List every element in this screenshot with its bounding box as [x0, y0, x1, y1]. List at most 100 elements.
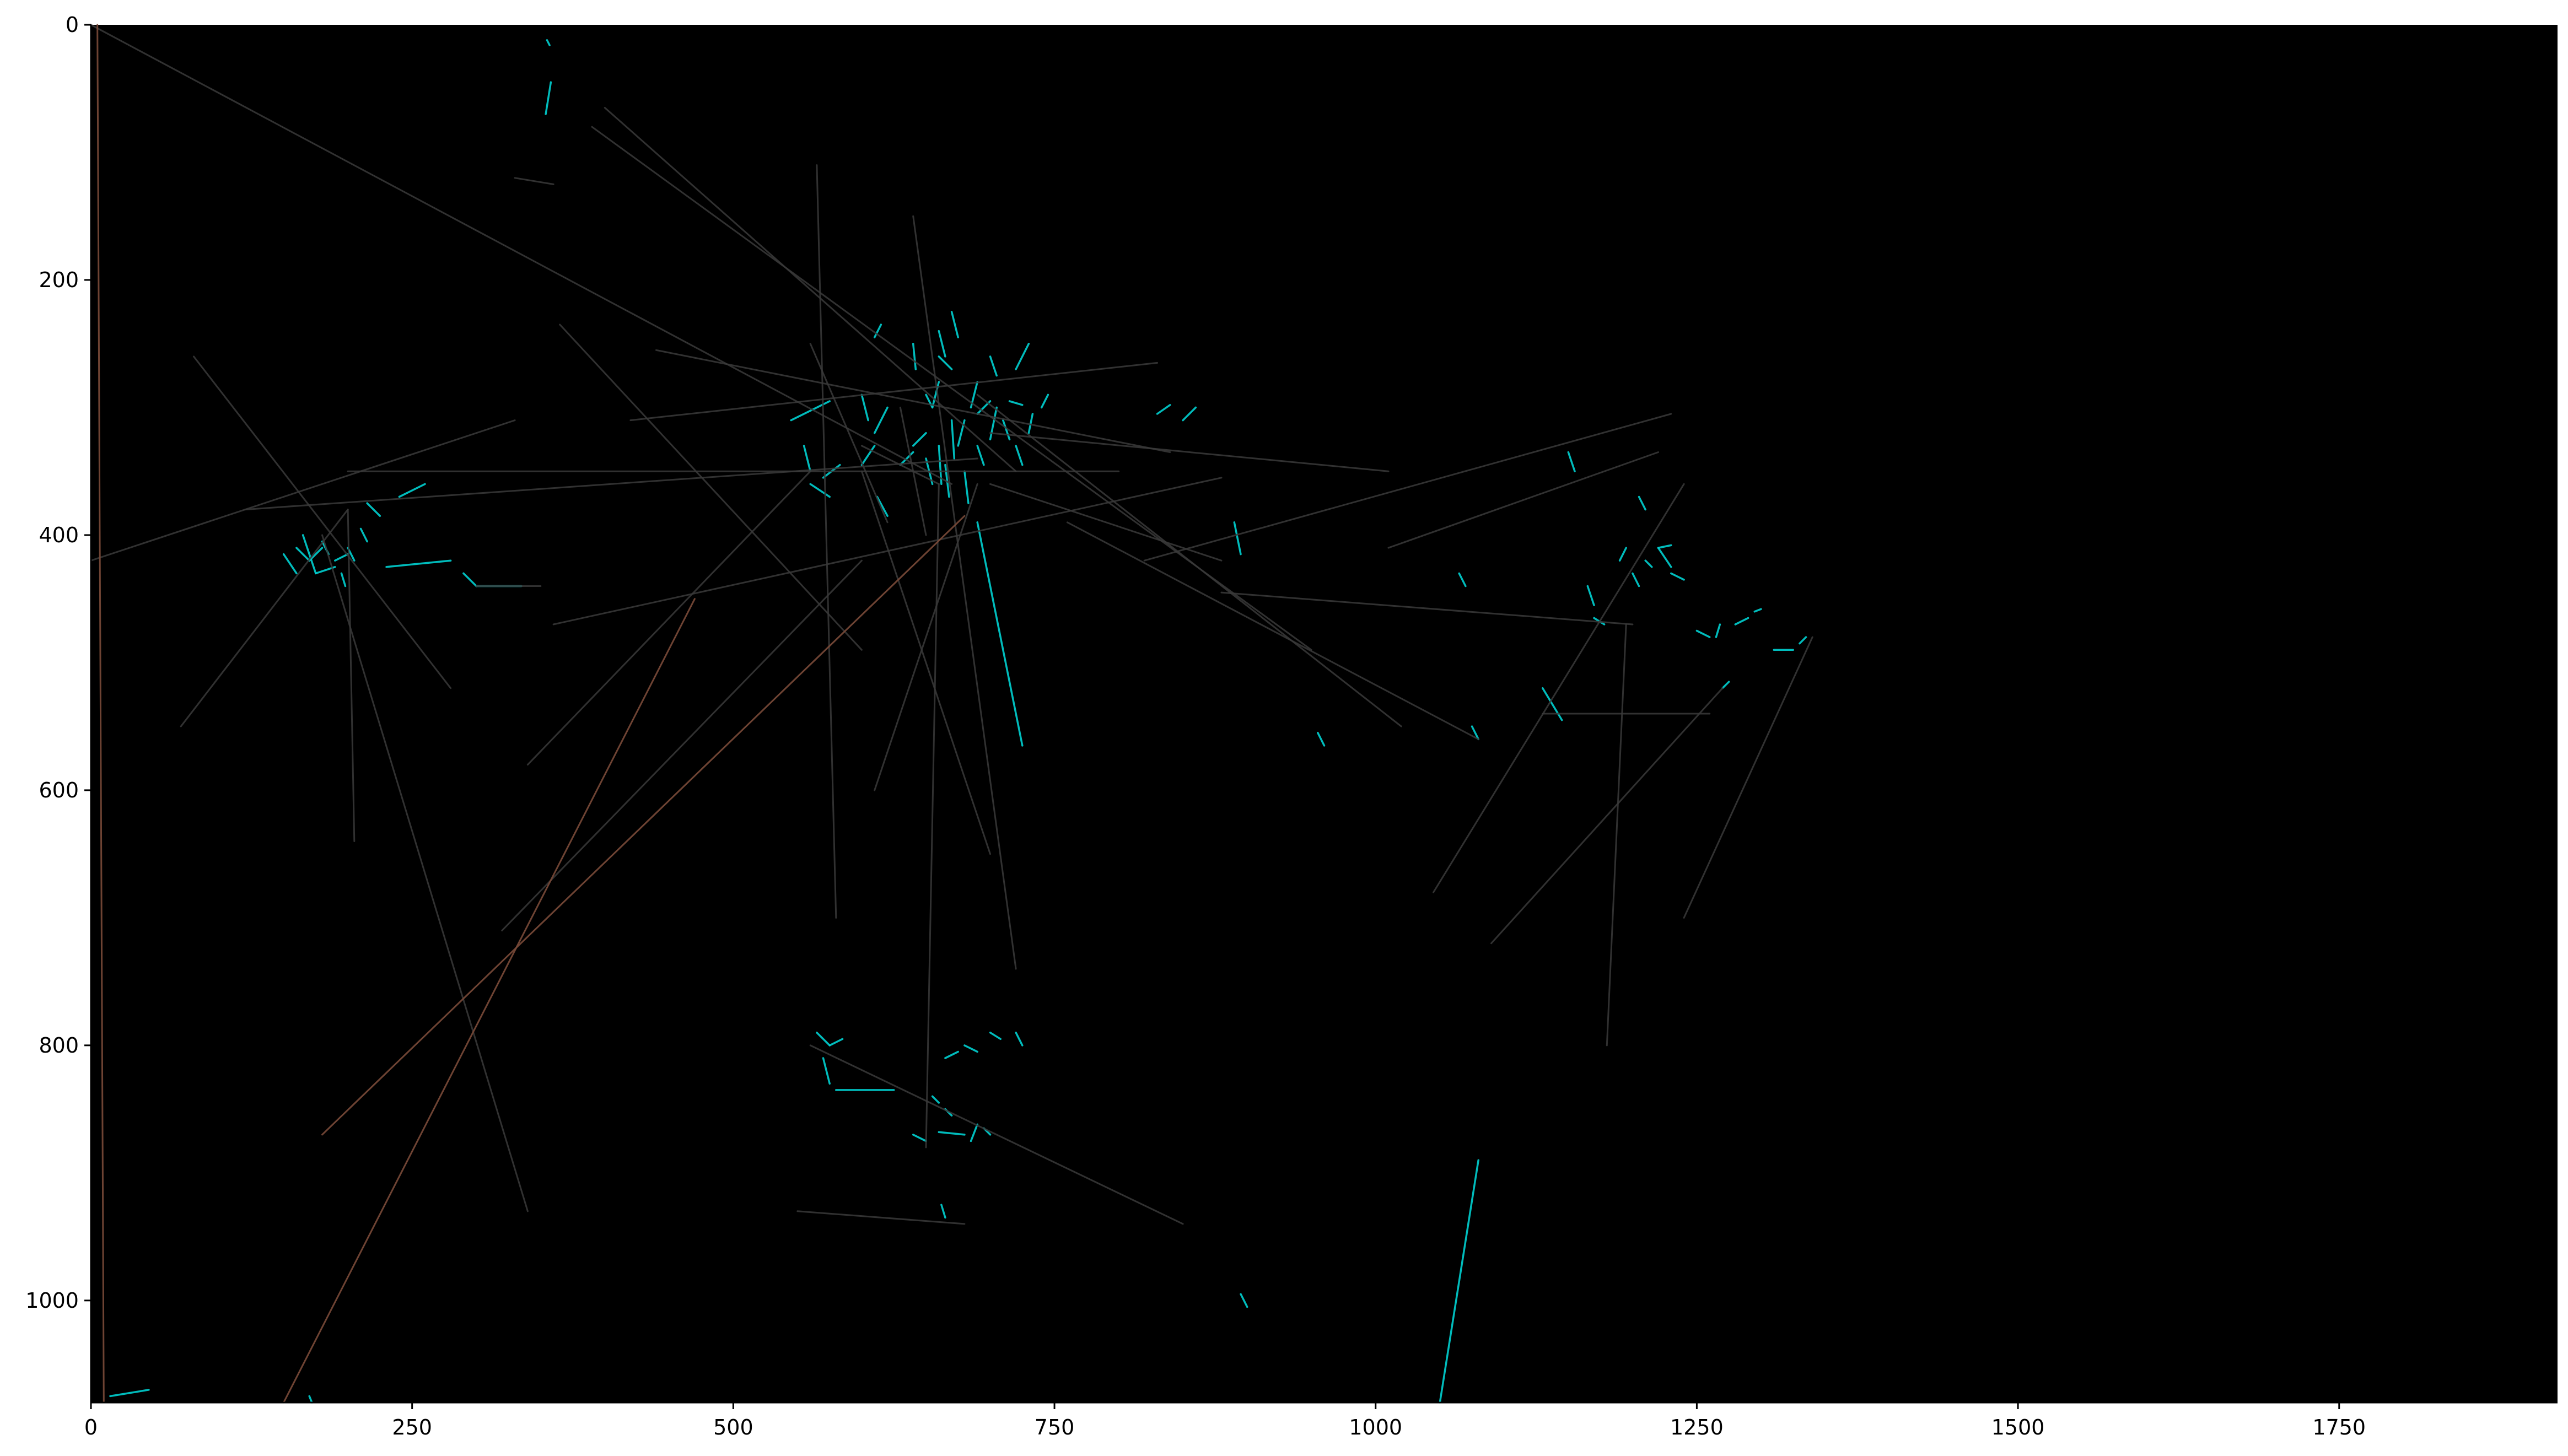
- segment-line: [1040, 393, 1049, 409]
- segment-line: [1567, 451, 1576, 472]
- x-tick-label: 1750: [2312, 1415, 2366, 1439]
- segment-line: [302, 534, 317, 575]
- x-tick-label: 500: [713, 1415, 753, 1439]
- series-1: [90, 24, 1813, 1225]
- segment-line: [874, 483, 978, 791]
- y-tick-label: 0: [66, 13, 79, 37]
- segment-line: [559, 323, 863, 651]
- segment-line: [1657, 544, 1672, 549]
- segment-line: [950, 419, 956, 460]
- segment-line: [963, 470, 970, 504]
- segment-line: [1632, 572, 1640, 587]
- segment-line: [501, 559, 863, 931]
- y-tick-label: 800: [39, 1033, 79, 1058]
- segment-line: [1638, 495, 1646, 511]
- segment-line: [308, 1395, 313, 1404]
- series-2: [96, 24, 966, 1404]
- segment-line: [816, 164, 837, 919]
- segment-line: [860, 445, 940, 485]
- segment-line: [1799, 636, 1807, 645]
- segment-line: [860, 470, 991, 855]
- segment-line: [950, 311, 959, 338]
- segment-line: [90, 419, 516, 562]
- y-tick-label: 1000: [25, 1288, 79, 1313]
- segment-line: [655, 349, 1171, 453]
- segment-line: [828, 1038, 844, 1047]
- segment-line: [938, 330, 946, 358]
- x-tick-label: 250: [392, 1415, 432, 1439]
- segment-line: [944, 1050, 959, 1059]
- segment-line: [989, 432, 1390, 472]
- segment-line: [940, 1204, 946, 1219]
- line-segments: [90, 24, 1813, 1404]
- segment-line: [938, 355, 953, 370]
- segment-line: [366, 502, 381, 517]
- segment-line: [1753, 608, 1762, 613]
- segment-line: [873, 406, 889, 434]
- segment-line: [816, 1031, 831, 1047]
- segment-line: [1670, 572, 1685, 581]
- segment-line: [1015, 445, 1024, 466]
- segment-line: [1683, 636, 1813, 919]
- segment-line: [385, 559, 452, 568]
- plot-area: [90, 24, 2558, 1404]
- segment-line: [359, 527, 368, 543]
- segment-line: [244, 457, 978, 511]
- segment-line: [938, 1131, 966, 1136]
- segment-line: [1182, 406, 1197, 422]
- segment-line: [1027, 413, 1034, 434]
- segment-line: [1066, 521, 1479, 740]
- segment-line: [989, 1031, 1002, 1040]
- segment-line: [526, 470, 811, 766]
- y-axis-ticks: 0 200 400 600 800 1000: [25, 13, 91, 1313]
- segment-line: [1715, 623, 1721, 638]
- segment-line: [912, 215, 1017, 970]
- segment-line: [1387, 451, 1659, 549]
- segment-line: [989, 483, 1223, 562]
- axes: 0 250 500 750 1000 1250 1500 1750 0 200 400 600 800…: [25, 13, 2558, 1439]
- segment-line: [796, 1210, 966, 1225]
- segment-line: [180, 509, 349, 727]
- segment-line: [860, 445, 876, 466]
- segment-line: [1002, 419, 1011, 441]
- segment-line: [989, 406, 998, 441]
- y-tick-label: 200: [39, 268, 79, 292]
- segment-line: [321, 534, 529, 1212]
- x-tick-label: 1500: [1991, 1415, 2045, 1439]
- segment-line: [109, 1389, 150, 1398]
- x-tick-label: 1250: [1670, 1415, 1724, 1439]
- segment-line: [462, 572, 477, 587]
- segment-line: [1644, 559, 1653, 568]
- segment-line: [1240, 1293, 1248, 1308]
- segment-line: [1317, 731, 1326, 747]
- segment-line: [1734, 617, 1749, 625]
- segment-line: [899, 451, 914, 466]
- segment-line: [1008, 400, 1024, 406]
- segment-line: [989, 355, 998, 377]
- segment-line: [1433, 483, 1685, 893]
- segment-line: [963, 1044, 978, 1053]
- segment-line: [1721, 681, 1730, 689]
- y-tick-label: 400: [39, 523, 79, 547]
- segment-line: [193, 355, 452, 689]
- segment-line: [1657, 547, 1672, 568]
- segment-line: [1695, 629, 1711, 638]
- segment-line: [545, 81, 552, 115]
- segment-line: [860, 393, 869, 422]
- segment-line: [283, 598, 696, 1404]
- segment-line: [321, 515, 966, 1136]
- segment-line: [1606, 623, 1627, 1047]
- segment-line: [347, 509, 356, 842]
- x-axis-ticks: 0 250 500 750 1000 1250 1500 1750: [84, 1403, 2366, 1439]
- segment-line: [1541, 687, 1563, 721]
- segment-line: [970, 1123, 978, 1142]
- segment-line: [1015, 342, 1030, 370]
- segment-line: [809, 483, 831, 498]
- segment-line: [1490, 687, 1724, 945]
- segment-line: [912, 1134, 927, 1142]
- segment-line: [822, 1057, 831, 1085]
- segment-line: [803, 445, 811, 472]
- segment-line: [912, 342, 917, 370]
- segment-line: [398, 483, 426, 498]
